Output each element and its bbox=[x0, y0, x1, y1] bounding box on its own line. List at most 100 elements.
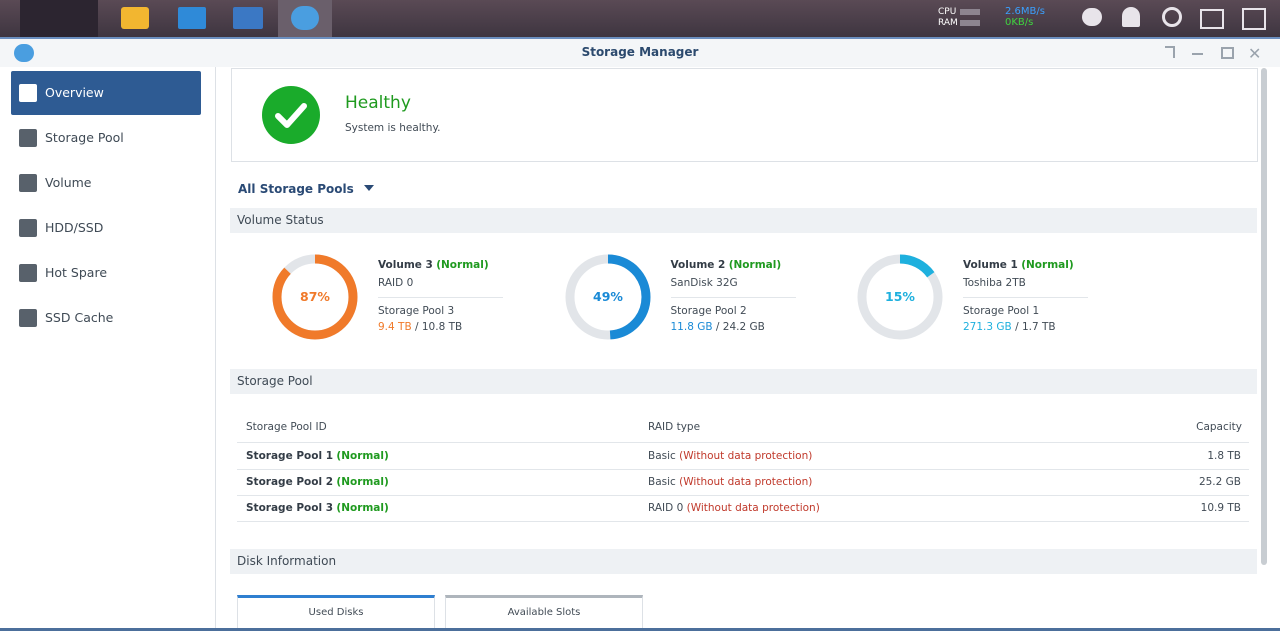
divider bbox=[670, 297, 796, 298]
divider bbox=[237, 469, 1249, 470]
volume-name: Volume 2 bbox=[670, 259, 726, 271]
disk-tab-label: Available Slots bbox=[507, 607, 581, 618]
sidebar-icon bbox=[19, 174, 37, 192]
sidebar-item[interactable]: Hot Spare bbox=[11, 251, 201, 295]
maximize-button[interactable] bbox=[1221, 47, 1234, 59]
main-menu-button[interactable] bbox=[20, 0, 98, 37]
ram-meter bbox=[960, 20, 980, 26]
volume-name: Volume 1 bbox=[963, 259, 1018, 271]
disk-tab[interactable]: Used Disks bbox=[237, 595, 435, 631]
volume-name: Volume 3 bbox=[378, 259, 433, 271]
cpu-meter bbox=[960, 9, 980, 15]
usage-donut: 49% bbox=[565, 254, 650, 340]
capacity: 10.9 TB bbox=[1200, 502, 1241, 514]
download-speed: 0KB/s bbox=[1005, 17, 1034, 28]
sidebar-icon bbox=[19, 219, 37, 237]
minimize-button[interactable] bbox=[1192, 53, 1203, 55]
app-icon[interactable] bbox=[233, 7, 263, 29]
notification-icon[interactable] bbox=[1200, 9, 1224, 29]
window-titlebar: Storage Manager ✕ bbox=[0, 37, 1280, 67]
sidebar-label: Volume bbox=[45, 175, 92, 190]
pool-id-cell: Storage Pool 3 (Normal) bbox=[246, 502, 389, 514]
divider bbox=[963, 297, 1088, 298]
ram-label: RAM bbox=[938, 18, 958, 28]
status-message: System is healthy. bbox=[345, 122, 441, 134]
used-space: 271.3 GB bbox=[963, 321, 1012, 333]
pool-id-cell: Storage Pool 2 (Normal) bbox=[246, 476, 389, 488]
donut-percent: 15% bbox=[885, 289, 915, 304]
sidebar-label: SSD Cache bbox=[45, 310, 114, 325]
protection: (Without data protection) bbox=[679, 476, 813, 488]
section-header: Disk Information bbox=[230, 549, 1257, 574]
volume-heading: Volume 2 (Normal) bbox=[671, 259, 782, 271]
app-icon[interactable] bbox=[121, 7, 149, 29]
disk-tab-label: Used Disks bbox=[308, 607, 364, 618]
volume-type: RAID 0 bbox=[378, 277, 414, 289]
pool-status: (Normal) bbox=[336, 502, 389, 514]
disk-tab[interactable]: Available Slots bbox=[445, 595, 643, 631]
donut-percent: 87% bbox=[300, 289, 330, 304]
capacity: 25.2 GB bbox=[1198, 476, 1241, 488]
chat-icon[interactable] bbox=[1082, 8, 1102, 26]
pool-filter-label: All Storage Pools bbox=[238, 182, 354, 196]
sidebar-label: Overview bbox=[45, 85, 104, 100]
divider bbox=[237, 442, 1249, 443]
sidebar-item[interactable]: Storage Pool bbox=[11, 116, 201, 160]
pool-id: Storage Pool 1 bbox=[246, 450, 334, 462]
used-space: 11.8 GB bbox=[670, 321, 713, 333]
protection: (Without data protection) bbox=[679, 450, 813, 462]
widgets-icon[interactable] bbox=[1242, 8, 1266, 30]
pool-status: (Normal) bbox=[336, 450, 389, 462]
taskbar: CPU RAM 2.6MB/s 0KB/s bbox=[0, 0, 1280, 37]
window-bottom-border bbox=[0, 628, 1280, 631]
divider bbox=[237, 521, 1249, 522]
raid-cell: RAID 0 (Without data protection) bbox=[648, 502, 820, 514]
sidebar-icon bbox=[19, 264, 37, 282]
donut-arc bbox=[857, 254, 943, 340]
app-icon[interactable] bbox=[291, 6, 319, 30]
divider bbox=[378, 297, 503, 298]
pool-filter[interactable]: All Storage Pools bbox=[238, 182, 374, 196]
used-space: 9.4 TB bbox=[378, 321, 412, 333]
window-app-icon bbox=[14, 44, 34, 62]
close-button[interactable]: ✕ bbox=[1248, 44, 1262, 63]
table-header: RAID type bbox=[648, 421, 701, 433]
dropdown-arrow bbox=[363, 185, 374, 196]
check-mark bbox=[275, 103, 307, 128]
pool-status: (Normal) bbox=[336, 476, 389, 488]
volume-usage: 9.4 TB / 10.8 TB bbox=[378, 321, 462, 333]
volume-heading: Volume 3 (Normal) bbox=[378, 259, 489, 271]
volume-usage: 271.3 GB / 1.7 TB bbox=[963, 321, 1056, 333]
pool-id: Storage Pool 3 bbox=[246, 502, 334, 514]
sidebar-item[interactable]: Overview bbox=[11, 71, 201, 115]
section-header: Volume Status bbox=[230, 208, 1257, 233]
volume-heading: Volume 1 (Normal) bbox=[963, 259, 1074, 271]
donut-arc bbox=[272, 254, 358, 340]
pool-id-cell: Storage Pool 1 (Normal) bbox=[246, 450, 389, 462]
help-button[interactable] bbox=[1165, 46, 1175, 58]
sidebar-icon bbox=[19, 84, 37, 102]
sidebar-item[interactable]: HDD/SSD bbox=[11, 206, 201, 250]
sidebar-icon bbox=[19, 309, 37, 327]
volume-status: (Normal) bbox=[728, 259, 782, 271]
total-space: / 10.8 TB bbox=[415, 321, 463, 333]
total-space: / 1.7 TB bbox=[1015, 321, 1056, 333]
search-icon[interactable] bbox=[1162, 7, 1182, 27]
raid-cell: Basic (Without data protection) bbox=[648, 476, 812, 488]
volume-status: (Normal) bbox=[436, 259, 489, 271]
protection: (Without data protection) bbox=[686, 502, 820, 514]
sidebar-item[interactable]: SSD Cache bbox=[11, 296, 201, 340]
volume-pool: Storage Pool 1 bbox=[963, 305, 1040, 317]
raid-cell: Basic (Without data protection) bbox=[648, 450, 812, 462]
section-header: Storage Pool bbox=[230, 369, 1257, 394]
usage-donut: 87% bbox=[272, 254, 358, 340]
scrollbar bbox=[1261, 68, 1267, 565]
user-icon[interactable] bbox=[1122, 7, 1140, 27]
sidebar-label: HDD/SSD bbox=[45, 220, 104, 235]
volume-type: Toshiba 2TB bbox=[963, 277, 1026, 289]
app-icon[interactable] bbox=[178, 7, 206, 29]
sidebar-item[interactable]: Volume bbox=[11, 161, 201, 205]
volume-usage: 11.8 GB / 24.2 GB bbox=[671, 321, 765, 333]
